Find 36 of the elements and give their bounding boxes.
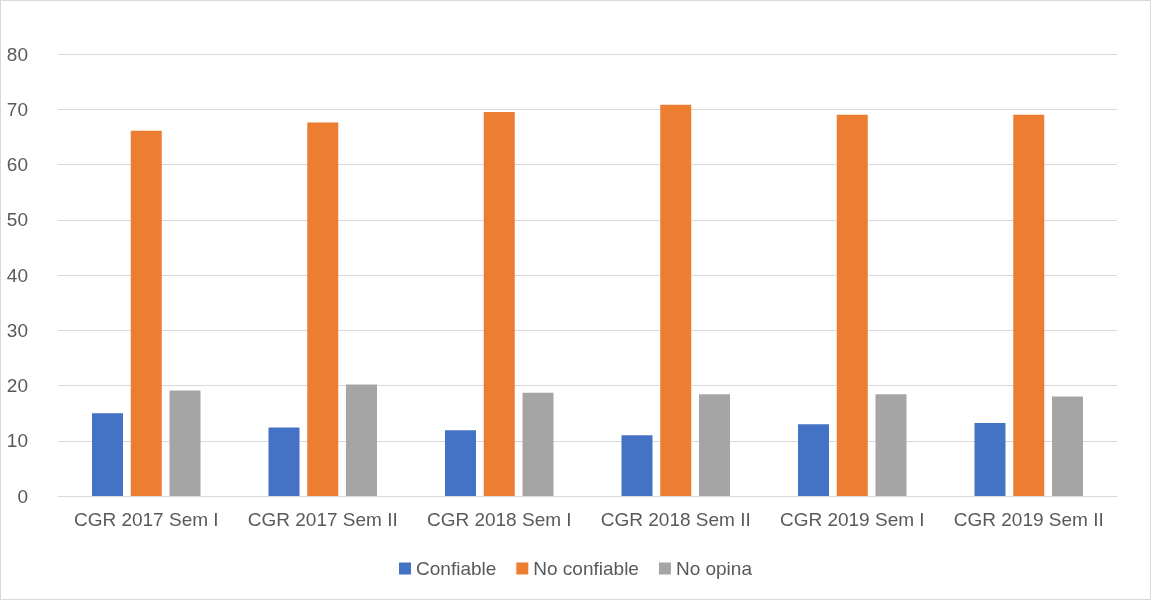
legend-label: No opina bbox=[675, 558, 753, 579]
legend-label: No confiable bbox=[533, 558, 639, 579]
bar bbox=[699, 394, 730, 496]
bar bbox=[660, 104, 692, 496]
y-tick-label: 70 bbox=[6, 98, 28, 120]
bar bbox=[836, 114, 868, 496]
bar bbox=[346, 384, 377, 496]
x-tick-label: CGR 2019 Sem I bbox=[779, 509, 925, 530]
bar bbox=[1052, 396, 1083, 496]
y-tick-label: 10 bbox=[6, 430, 28, 452]
bar bbox=[169, 390, 201, 496]
y-tick-label: 60 bbox=[6, 154, 28, 175]
bar bbox=[92, 413, 123, 496]
bar bbox=[621, 435, 653, 496]
y-tick-label: 20 bbox=[6, 375, 28, 396]
y-tick-label: 80 bbox=[6, 43, 28, 65]
bar bbox=[130, 130, 162, 496]
x-tick-label: CGR 2018 Sem II bbox=[600, 509, 751, 530]
legend-label: Confiable bbox=[416, 558, 497, 579]
bar bbox=[483, 112, 515, 496]
x-tick-label: CGR 2017 Sem I bbox=[73, 509, 219, 530]
x-tick-label: CGR 2018 Sem I bbox=[426, 509, 572, 530]
y-tick-label: 30 bbox=[6, 319, 28, 341]
x-tick-label: CGR 2019 Sem II bbox=[953, 509, 1104, 530]
x-tick-label: CGR 2017 Sem II bbox=[247, 509, 398, 530]
y-tick-label: 0 bbox=[17, 485, 28, 507]
bar bbox=[268, 427, 300, 496]
bar bbox=[875, 394, 907, 496]
bar bbox=[974, 423, 1006, 496]
bar bbox=[1013, 114, 1045, 496]
bar bbox=[445, 430, 476, 496]
bar bbox=[798, 424, 829, 496]
bar bbox=[307, 122, 339, 496]
y-tick-label: 40 bbox=[6, 264, 28, 286]
bar bbox=[522, 392, 554, 496]
y-tick-label: 50 bbox=[6, 209, 28, 231]
